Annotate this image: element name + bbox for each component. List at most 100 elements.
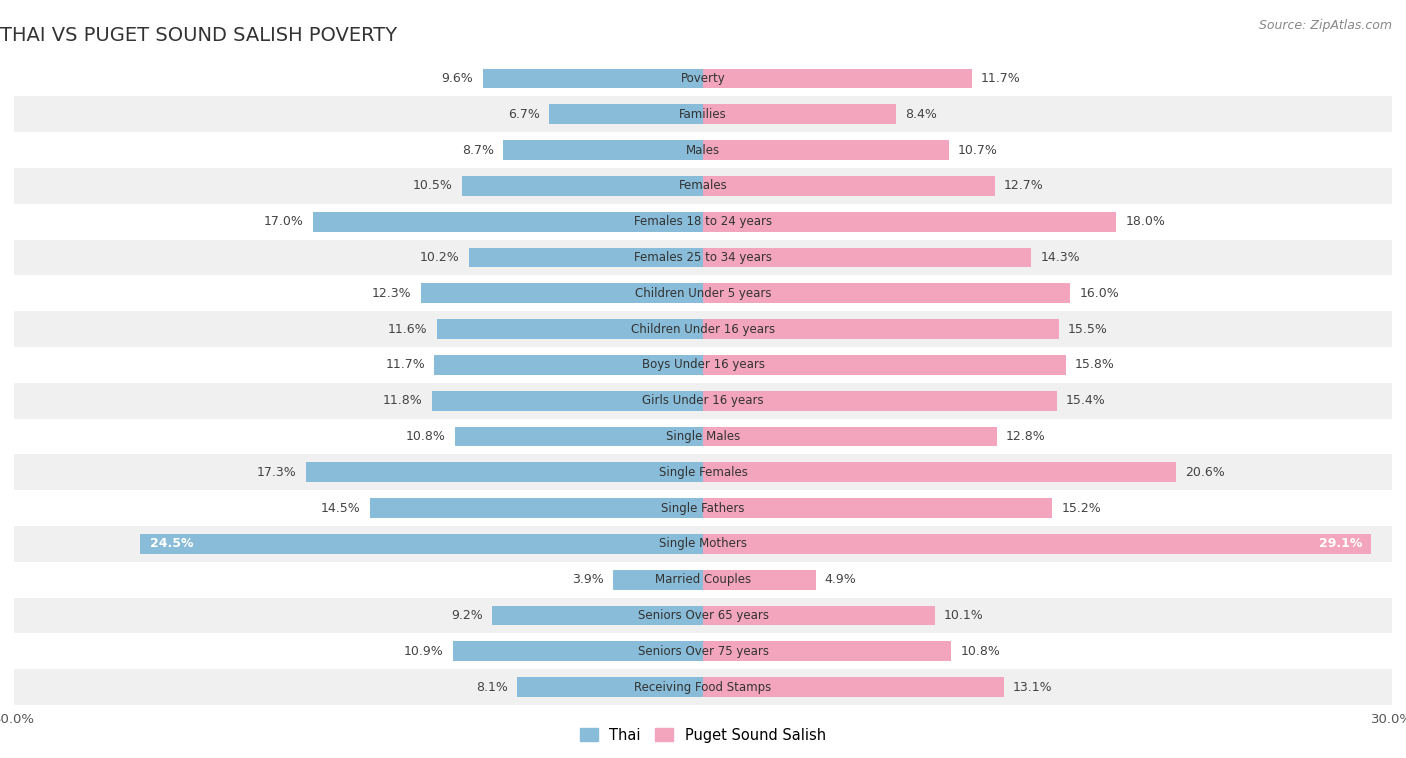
Text: Children Under 16 years: Children Under 16 years [631,323,775,336]
Bar [437,319,703,339]
Bar [703,355,1066,374]
Bar [141,534,703,553]
Bar [703,498,1052,518]
Text: 9.6%: 9.6% [441,72,474,85]
Text: 4.9%: 4.9% [825,573,856,586]
Text: 10.9%: 10.9% [404,645,443,658]
Text: Boys Under 16 years: Boys Under 16 years [641,359,765,371]
Text: Receiving Food Stamps: Receiving Food Stamps [634,681,772,694]
Bar [14,669,1392,705]
Text: 14.5%: 14.5% [321,502,361,515]
Bar [305,462,703,482]
Text: Married Couples: Married Couples [655,573,751,586]
Bar [14,418,1392,454]
Bar [703,534,1371,553]
Text: 13.1%: 13.1% [1012,681,1053,694]
Text: 15.4%: 15.4% [1066,394,1105,407]
Text: 15.5%: 15.5% [1069,323,1108,336]
Bar [14,312,1392,347]
Bar [703,283,1070,303]
Text: THAI VS PUGET SOUND SALISH POVERTY: THAI VS PUGET SOUND SALISH POVERTY [0,27,398,45]
Text: Single Males: Single Males [666,430,740,443]
Text: Children Under 5 years: Children Under 5 years [634,287,772,300]
Text: Females 25 to 34 years: Females 25 to 34 years [634,251,772,264]
Text: Seniors Over 65 years: Seniors Over 65 years [637,609,769,622]
Bar [14,96,1392,132]
Bar [703,140,949,160]
Text: 9.2%: 9.2% [451,609,482,622]
Text: 8.1%: 8.1% [475,681,508,694]
Text: 12.7%: 12.7% [1004,180,1043,193]
Text: 17.0%: 17.0% [263,215,304,228]
Text: 15.2%: 15.2% [1062,502,1101,515]
Bar [14,562,1392,597]
Text: 10.8%: 10.8% [960,645,1000,658]
Text: 12.3%: 12.3% [371,287,412,300]
Text: Females: Females [679,180,727,193]
Bar [703,641,950,661]
Text: 8.4%: 8.4% [905,108,936,121]
Bar [613,570,703,590]
Text: 29.1%: 29.1% [1319,537,1362,550]
Bar [492,606,703,625]
Bar [14,454,1392,490]
Bar [14,132,1392,168]
Bar [703,606,935,625]
Text: Families: Families [679,108,727,121]
Bar [370,498,703,518]
Bar [14,204,1392,240]
Text: 8.7%: 8.7% [463,143,494,157]
Bar [420,283,703,303]
Text: 11.7%: 11.7% [385,359,425,371]
Text: Seniors Over 75 years: Seniors Over 75 years [637,645,769,658]
Text: 20.6%: 20.6% [1185,465,1225,479]
Text: Males: Males [686,143,720,157]
Text: 6.7%: 6.7% [508,108,540,121]
Bar [14,490,1392,526]
Bar [703,462,1175,482]
Bar [550,105,703,124]
Bar [703,427,997,446]
Text: Single Fathers: Single Fathers [661,502,745,515]
Bar [456,427,703,446]
Bar [703,391,1057,411]
Bar [14,347,1392,383]
Text: Single Females: Single Females [658,465,748,479]
Bar [703,212,1116,231]
Text: 10.5%: 10.5% [413,180,453,193]
Bar [14,240,1392,275]
Text: 3.9%: 3.9% [572,573,605,586]
Legend: Thai, Puget Sound Salish: Thai, Puget Sound Salish [581,728,825,743]
Bar [517,677,703,697]
Bar [14,275,1392,312]
Bar [14,168,1392,204]
Text: 24.5%: 24.5% [149,537,193,550]
Text: 17.3%: 17.3% [257,465,297,479]
Text: Source: ZipAtlas.com: Source: ZipAtlas.com [1258,19,1392,32]
Text: 11.6%: 11.6% [388,323,427,336]
Text: 10.1%: 10.1% [945,609,984,622]
Text: 15.8%: 15.8% [1076,359,1115,371]
Bar [703,176,994,196]
Bar [14,383,1392,418]
Text: 10.7%: 10.7% [957,143,998,157]
Bar [14,526,1392,562]
Bar [432,391,703,411]
Bar [468,248,703,268]
Bar [703,248,1032,268]
Bar [14,61,1392,96]
Bar [453,641,703,661]
Bar [312,212,703,231]
Text: 12.8%: 12.8% [1007,430,1046,443]
Bar [14,634,1392,669]
Bar [703,677,1004,697]
Bar [482,69,703,89]
Bar [703,319,1059,339]
Text: 10.2%: 10.2% [420,251,460,264]
Text: 16.0%: 16.0% [1080,287,1119,300]
Bar [461,176,703,196]
Text: 10.8%: 10.8% [406,430,446,443]
Text: Single Mothers: Single Mothers [659,537,747,550]
Bar [503,140,703,160]
Text: 18.0%: 18.0% [1126,215,1166,228]
